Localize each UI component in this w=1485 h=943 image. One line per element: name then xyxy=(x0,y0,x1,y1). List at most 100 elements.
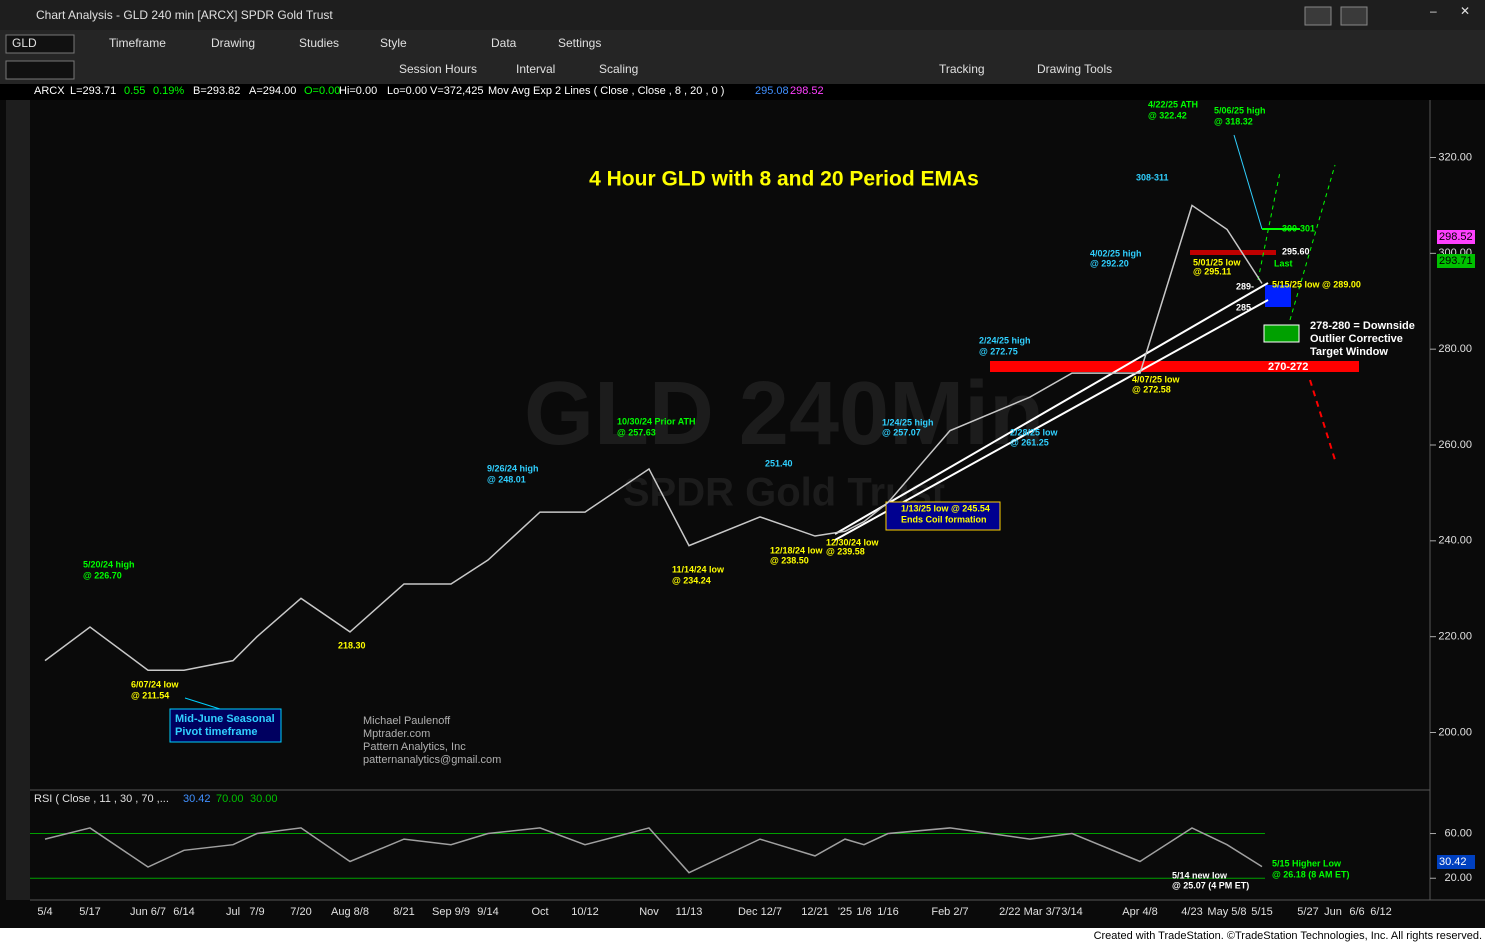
last-value-box xyxy=(1437,855,1475,869)
annotation: Michael Paulenoff xyxy=(363,715,451,727)
callout xyxy=(184,697,221,710)
chart-title: 4 Hour GLD with 8 and 20 Period EMAs xyxy=(589,168,979,191)
status-field: ARCX xyxy=(34,85,65,97)
status-field: Lo=0.00 xyxy=(387,85,427,97)
x-tick-label: 6/6 xyxy=(1349,906,1364,918)
toolbar-button[interactable]: Timeframe xyxy=(109,36,166,50)
interval-box[interactable] xyxy=(5,60,75,80)
annotation: 289- xyxy=(1236,281,1254,291)
target-zone-red xyxy=(990,361,1359,372)
annotation: Mid-June Seasonal xyxy=(175,713,275,725)
annotation: Mptrader.com xyxy=(363,728,430,740)
symbol-box[interactable] xyxy=(5,34,75,54)
last-value: 293.71 xyxy=(1439,255,1473,267)
toolbar-button[interactable]: Session Hours xyxy=(399,62,477,76)
minimize[interactable]: – xyxy=(1430,4,1437,18)
x-tick-label: 1/8 xyxy=(856,906,871,918)
x-tick-label: Jul xyxy=(226,906,240,918)
annotation: @ 318.32 xyxy=(1214,116,1253,126)
y-tick-label: 240.00 xyxy=(1438,535,1472,547)
x-tick-label: 11/13 xyxy=(676,906,703,918)
x-tick-label: 5/15 xyxy=(1251,906,1272,918)
toolbar-button[interactable]: Tracking xyxy=(939,62,985,76)
toolbar-button[interactable]: Data xyxy=(491,36,517,50)
y-tick-label: 260.00 xyxy=(1438,439,1472,451)
x-tick-label: Oct xyxy=(531,906,548,918)
s-button[interactable] xyxy=(1304,6,1332,26)
target-zone-green xyxy=(1263,324,1300,343)
footer-bg xyxy=(0,928,1485,943)
x-tick-label: Apr 4/8 xyxy=(1122,906,1157,918)
support-zone-blue xyxy=(1265,285,1291,307)
annotation: 12/18/24 low xyxy=(770,545,824,555)
left-toolbar xyxy=(6,100,30,900)
toolbar-button[interactable]: Drawing xyxy=(211,36,255,50)
annotation: 218.30 xyxy=(338,640,366,650)
annotation: 285 xyxy=(1236,302,1251,312)
annotation: Target Window xyxy=(1310,346,1388,358)
annotation: @ 26.18 (8 AM ET) xyxy=(1272,869,1349,879)
close[interactable]: ✕ xyxy=(1460,4,1470,18)
annotation: 5/01/25 low xyxy=(1193,257,1242,267)
x-tick-label: 8/21 xyxy=(393,906,414,918)
resistance-zone xyxy=(1190,250,1276,255)
annotation: @ 238.50 xyxy=(770,555,809,565)
annotation: 270-272 xyxy=(1268,361,1308,373)
status-field: V=372,425 xyxy=(430,85,484,97)
annotation: 9/26/24 high xyxy=(487,463,539,473)
i-button[interactable] xyxy=(1340,6,1368,26)
last-value: 30.42 xyxy=(1439,856,1467,868)
annotation: 278-280 = Downside xyxy=(1310,320,1415,332)
annotation: 300-301 xyxy=(1282,223,1315,233)
y-tick-label: 200.00 xyxy=(1438,726,1472,738)
trendline xyxy=(834,299,1269,541)
toolbar-button[interactable]: Settings xyxy=(558,36,601,50)
last-value-box xyxy=(1437,230,1475,244)
toolbar-button[interactable]: Style xyxy=(380,36,407,50)
x-tick-label: Jun xyxy=(1324,906,1342,918)
annotation: 5/20/24 high xyxy=(83,559,135,569)
annotation: 4/07/25 low xyxy=(1132,374,1181,384)
coil-box xyxy=(885,501,1001,531)
toolbar-button[interactable]: Studies xyxy=(299,36,339,50)
rsi-legend-value: 30.00 xyxy=(250,793,278,805)
annotation: @ 234.24 xyxy=(672,575,711,585)
annotation: 295.60 xyxy=(1282,246,1310,256)
y-tick-label: 60.00 xyxy=(1444,827,1472,839)
y-tick-label: 300.00 xyxy=(1438,247,1472,259)
annotation: @ 295.11 xyxy=(1193,266,1231,276)
annotation: @ 226.70 xyxy=(83,570,122,580)
x-tick-label: 7/20 xyxy=(290,906,311,918)
projection xyxy=(1309,379,1336,461)
annotation: @ 261.25 xyxy=(1010,437,1049,447)
trendline xyxy=(1233,134,1263,230)
x-tick-label: Jun 6/7 xyxy=(130,906,166,918)
channel xyxy=(1289,164,1336,321)
annotation: Outlier Corrective xyxy=(1310,333,1403,345)
status-field: L=293.71 xyxy=(70,85,116,97)
rsi-legend-value: 70.00 xyxy=(216,793,244,805)
annotation: 1/13/25 low @ 245.54 xyxy=(901,503,990,513)
x-tick-label: 9/14 xyxy=(477,906,498,918)
symbol[interactable]: GLD xyxy=(12,36,37,50)
watermark: GLD 240Min xyxy=(524,364,1044,464)
annotation: @ 248.01 xyxy=(487,474,526,484)
toolbar-button[interactable]: Drawing Tools xyxy=(1037,62,1112,76)
x-tick-label: Aug 8/8 xyxy=(331,906,369,918)
annotation: patternanalytics@gmail.com xyxy=(363,754,501,766)
annotation: @ 292.20 xyxy=(1090,258,1129,268)
y-tick-label: 20.00 xyxy=(1444,872,1472,884)
x-tick-label: 2/22 Mar 3/7 xyxy=(999,906,1061,918)
annotation: 5/15 Higher Low xyxy=(1272,858,1342,868)
annotation: @ 272.58 xyxy=(1132,384,1171,394)
annotation: 2/28/25 low xyxy=(1010,427,1059,437)
annotation: Pivot timeframe xyxy=(175,726,258,738)
annotation: @ 257.63 xyxy=(617,427,656,437)
toolbar-button[interactable]: Interval xyxy=(516,62,555,76)
status-bg xyxy=(0,84,1485,100)
last-value: 298.52 xyxy=(1439,231,1473,243)
toolbar-button[interactable]: Scaling xyxy=(599,62,638,76)
y-tick-label: 220.00 xyxy=(1438,631,1472,643)
